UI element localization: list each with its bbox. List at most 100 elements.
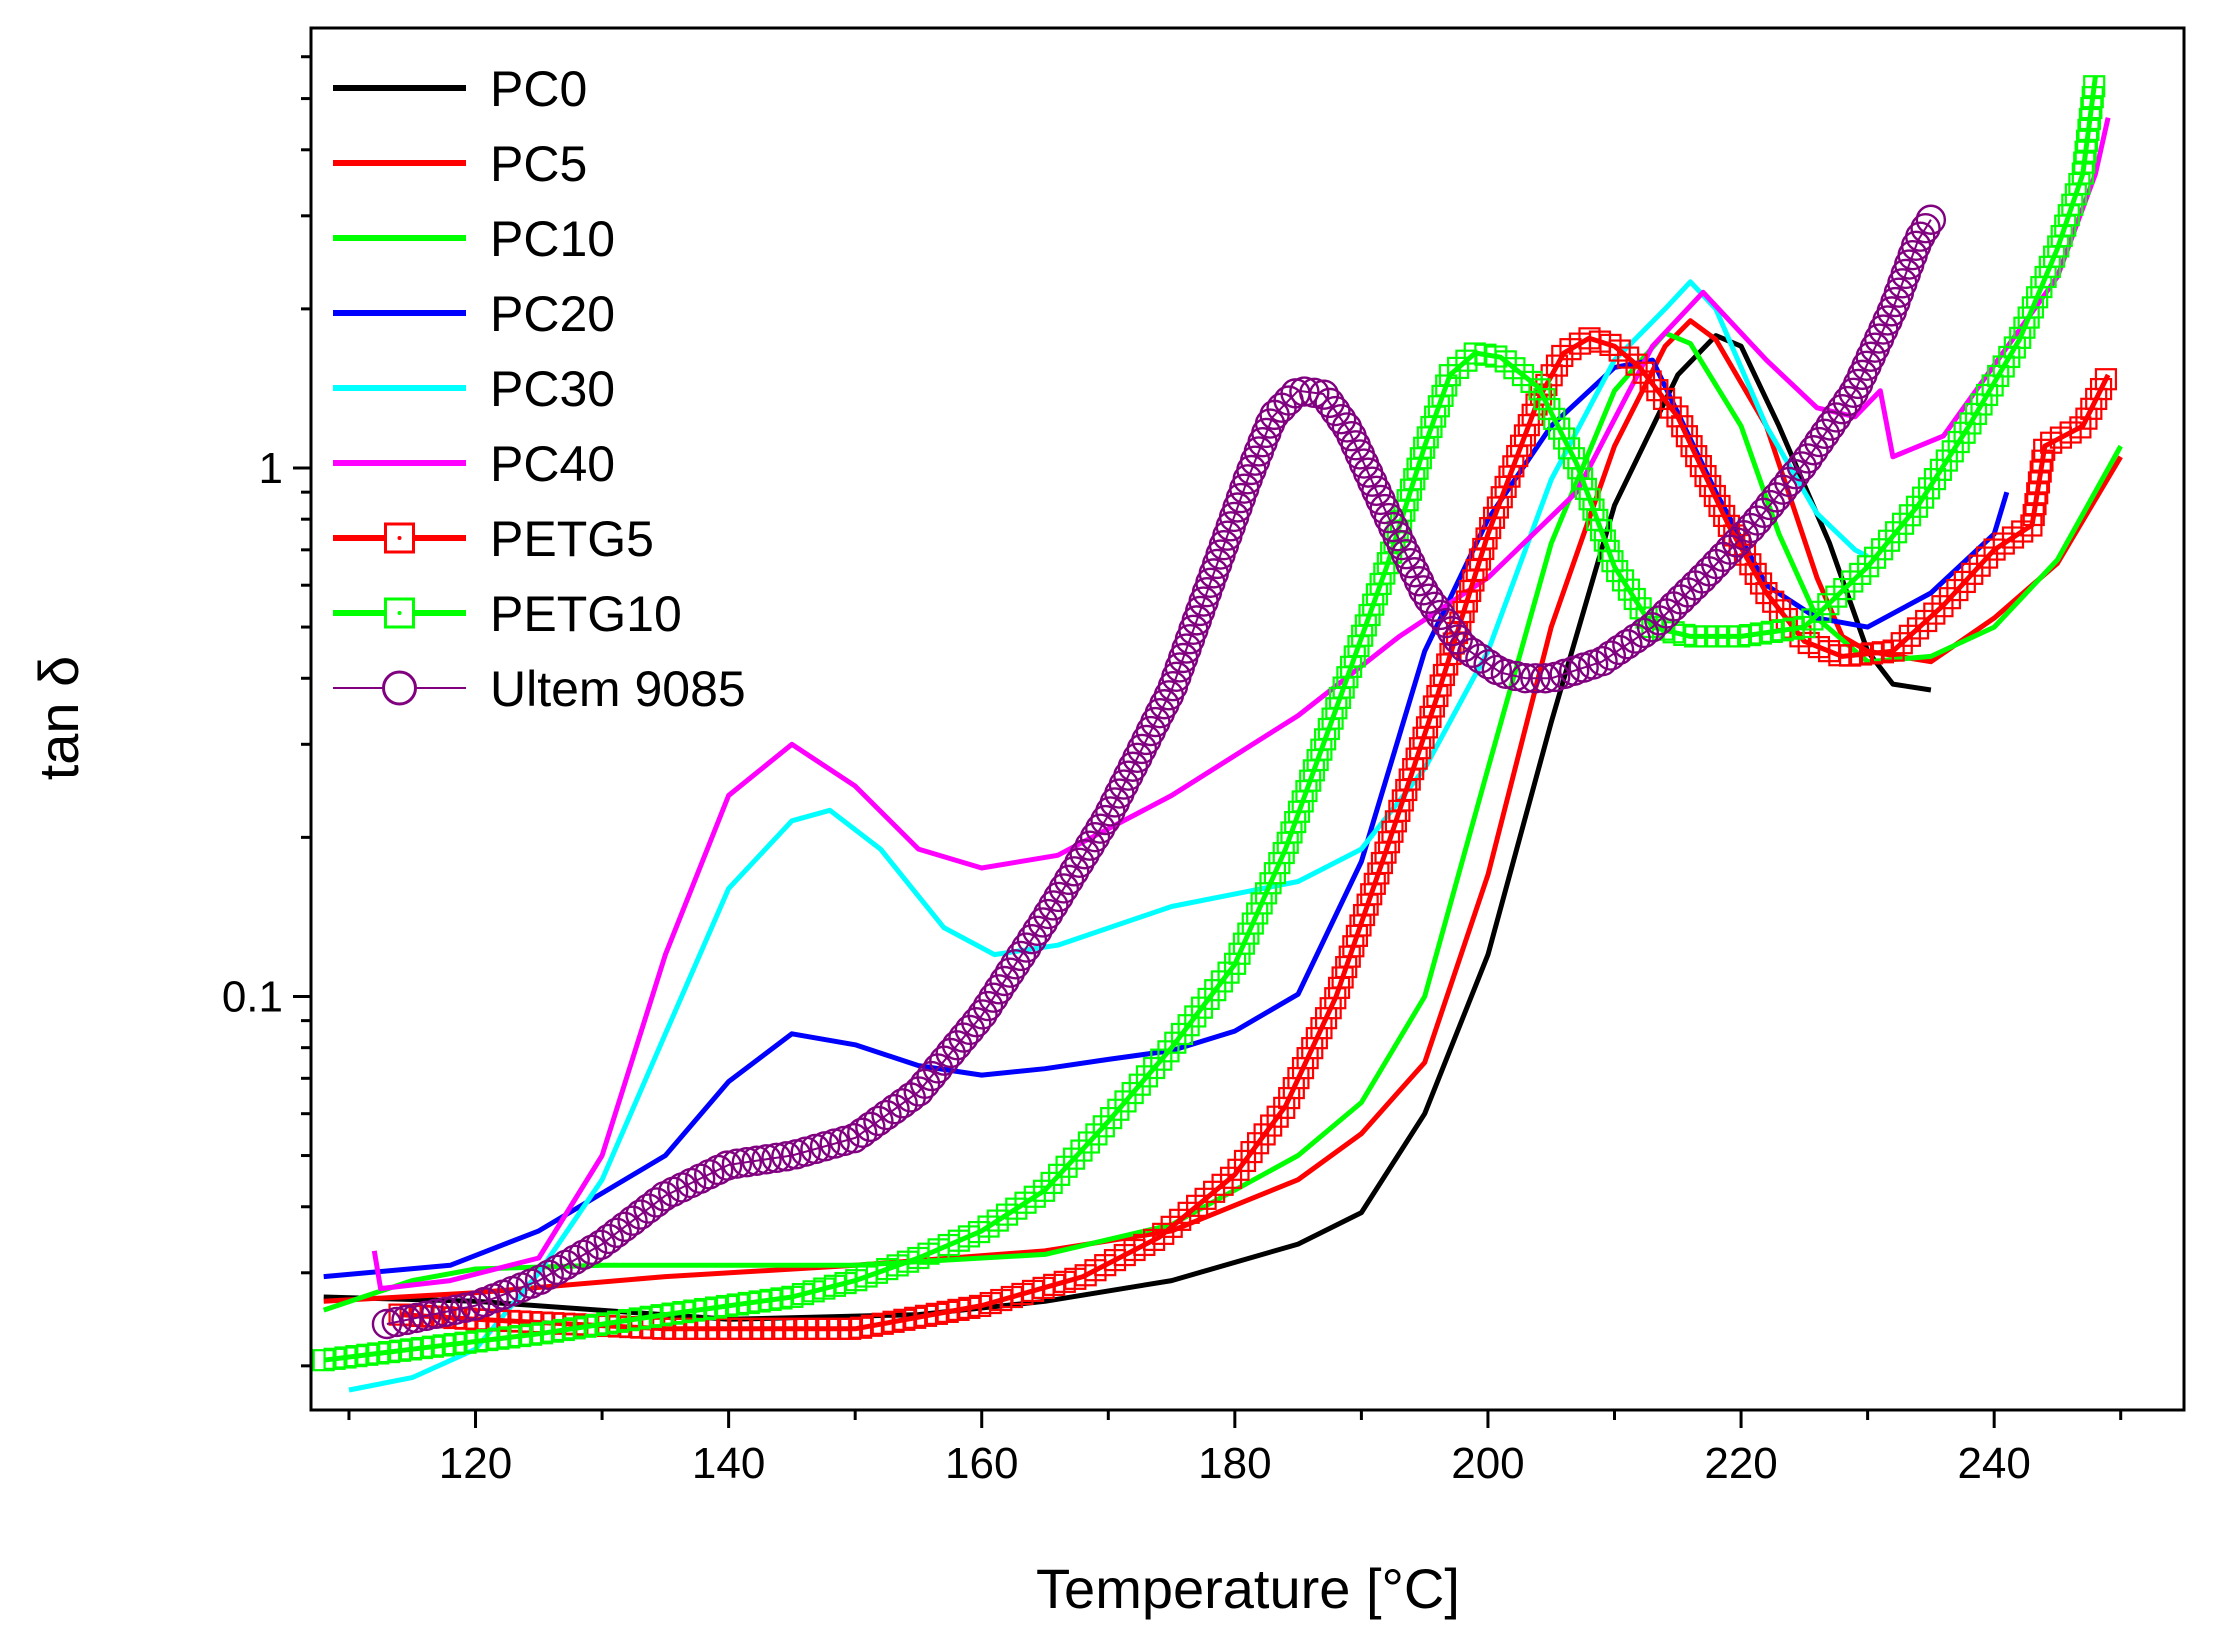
marker-ultem-9085 [1016, 924, 1048, 955]
legend-marker-dot [397, 611, 402, 615]
marker-ultem-9085 [609, 1211, 640, 1242]
marker-petg5 [1946, 578, 1969, 602]
marker-petg5 [1617, 346, 1640, 369]
marker-petg10 [1190, 996, 1214, 1019]
marker-ultem-9085 [983, 974, 1015, 1005]
marker-ultem-9085 [1090, 804, 1121, 836]
y-axis: 0.11 [222, 55, 311, 1368]
marker-ultem-9085 [1792, 443, 1823, 474]
marker-petg10 [1040, 1171, 1063, 1195]
marker-petg10 [1825, 585, 1848, 608]
legend-label: PETG10 [490, 586, 682, 642]
legend-marker-dot [397, 536, 402, 540]
marker-petg5 [1931, 595, 1954, 618]
marker-ultem-9085 [401, 1302, 432, 1334]
marker-petg5 [1915, 609, 1938, 633]
marker-petg5 [1202, 1180, 1226, 1203]
marker-ultem-9085 [1425, 599, 1456, 631]
marker-ultem-9085 [576, 1234, 608, 1266]
marker-ultem-9085 [1595, 640, 1627, 671]
series-ultem-9085 [371, 204, 1947, 1340]
marker-ultem-9085 [593, 1223, 624, 1255]
marker-ultem-9085 [420, 1298, 452, 1330]
marker-petg5 [1898, 624, 1921, 647]
marker-petg10 [1817, 593, 1840, 616]
marker-ultem-9085 [617, 1205, 648, 1236]
marker-ultem-9085 [751, 1144, 782, 1175]
marker-ultem-9085 [585, 1229, 616, 1261]
marker-ultem-9085 [838, 1123, 870, 1154]
marker-petg10 [1197, 987, 1220, 1011]
marker-ultem-9085 [1022, 915, 1053, 947]
marker-ultem-9085 [954, 1014, 986, 1046]
marker-ultem-9085 [1915, 204, 1947, 235]
marker-petg10 [1438, 364, 1461, 387]
marker-ultem-9085 [1910, 213, 1941, 244]
marker-ultem-9085 [1587, 645, 1618, 677]
legend-label: PC20 [490, 286, 615, 342]
marker-ultem-9085 [1308, 379, 1340, 410]
legend-label: PETG5 [490, 511, 654, 567]
marker-ultem-9085 [1473, 649, 1504, 680]
marker-petg10 [1210, 970, 1234, 993]
marker-ultem-9085 [410, 1300, 442, 1332]
marker-petg5 [1968, 554, 1991, 577]
marker-petg10 [1143, 1056, 1166, 1080]
marker-petg10 [1184, 1005, 1207, 1028]
marker-ultem-9085 [1832, 385, 1864, 417]
marker-petg5 [1755, 581, 1778, 605]
marker-ultem-9085 [721, 1148, 753, 1179]
marker-petg10 [1055, 1155, 1078, 1178]
marker-petg10 [1511, 363, 1535, 387]
marker-ultem-9085 [887, 1088, 918, 1119]
marker-petg5 [1233, 1149, 1257, 1173]
x-tick-label: 180 [1198, 1439, 1271, 1488]
marker-petg10 [1128, 1073, 1151, 1096]
marker-ultem-9085 [524, 1264, 556, 1296]
marker-petg10 [1150, 1048, 1173, 1071]
series-pc20 [323, 357, 2010, 1280]
marker-ultem-9085 [771, 1141, 802, 1172]
x-tick-label: 140 [692, 1439, 765, 1488]
marker-ultem-9085 [961, 1007, 992, 1038]
marker-petg10 [1170, 1022, 1194, 1046]
marker-petg5 [1762, 590, 1785, 613]
marker-ultem-9085 [601, 1217, 632, 1249]
marker-ultem-9085 [989, 965, 1020, 997]
marker-petg5 [1266, 1105, 1289, 1128]
marker-ultem-9085 [1780, 458, 1811, 490]
marker-petg10 [1114, 1090, 1137, 1113]
marker-petg10 [1520, 370, 1543, 394]
marker-petg10 [1793, 615, 1816, 639]
marker-petg10 [1204, 979, 1227, 1002]
marker-petg10 [1494, 350, 1517, 373]
series-petg10 [312, 75, 2106, 1372]
x-tick-label: 120 [439, 1439, 512, 1488]
marker-ultem-9085 [1064, 847, 1095, 878]
marker-ultem-9085 [1754, 489, 1786, 521]
y-tick-label: 0.1 [222, 972, 283, 1021]
marker-petg10 [1164, 1031, 1187, 1054]
marker-ultem-9085 [1742, 505, 1773, 536]
marker-ultem-9085 [625, 1199, 656, 1230]
marker-petg5 [1194, 1187, 1217, 1210]
marker-petg10 [1048, 1163, 1071, 1186]
legend-label: PC10 [490, 211, 615, 267]
marker-ultem-9085 [1079, 821, 1111, 853]
marker-ultem-9085 [1804, 426, 1835, 458]
marker-ultem-9085 [1085, 813, 1116, 844]
marker-petg5 [1608, 339, 1631, 362]
marker-ultem-9085 [1490, 658, 1522, 689]
marker-petg5 [1639, 370, 1662, 393]
marker-petg5 [2033, 438, 2056, 461]
legend-item-pc5: PC5 [333, 136, 587, 192]
plot-frame [309, 26, 2186, 1412]
legend: PC0 PC5 PC10 PC20 PC30 PC40 PETG5 PETG10 Ultem 9… [333, 61, 746, 717]
legend-item-pc20: PC20 [333, 286, 615, 342]
marker-ultem-9085 [1767, 474, 1798, 505]
marker-petg5 [1551, 344, 1574, 368]
marker-ultem-9085 [633, 1193, 664, 1224]
y-tick-label: 1 [259, 444, 283, 493]
x-axis-title: Temperature [°C] [1036, 1557, 1460, 1620]
